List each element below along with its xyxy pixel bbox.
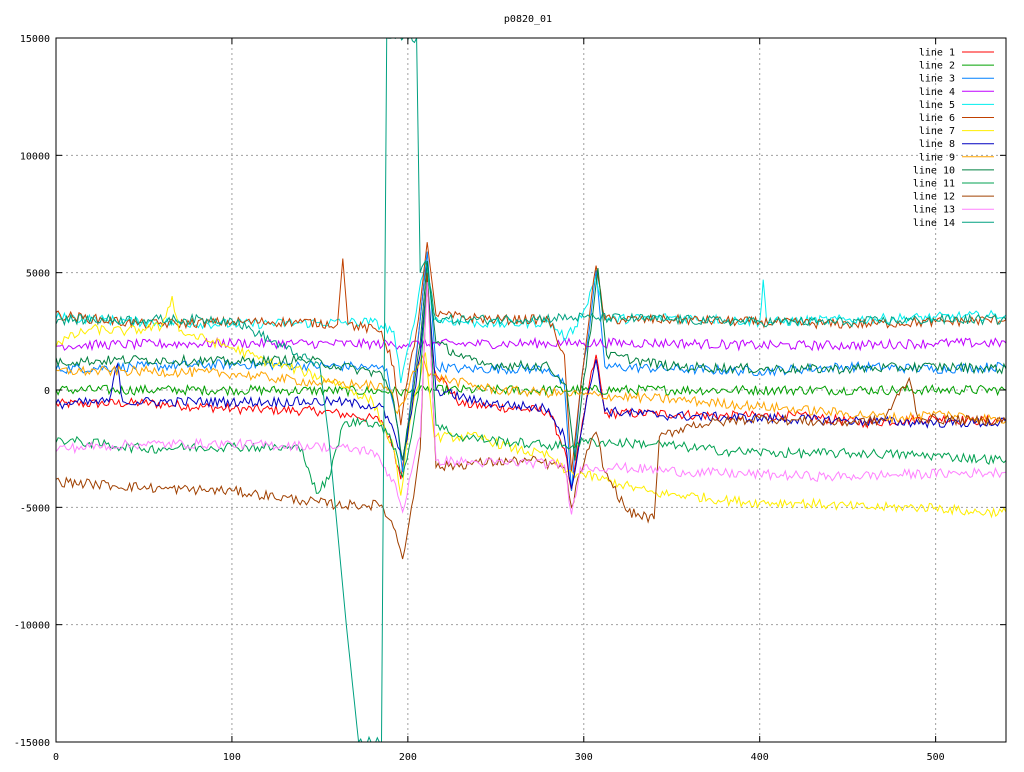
legend-label: line 14	[913, 218, 955, 229]
legend-label: line 9	[919, 152, 955, 163]
legend-label: line 2	[919, 61, 955, 72]
legend-label: line 5	[919, 100, 955, 111]
legend: line 1 line 2 line 3 line 4 line 5 line 6 line…	[913, 48, 994, 229]
x-axis: 0 100 200 300 400 500	[53, 38, 945, 763]
legend-label: line 10	[913, 165, 955, 176]
y-tick-label: 15000	[20, 34, 50, 45]
legend-label: line 1	[919, 48, 955, 59]
y-tick-label: 0	[44, 386, 50, 397]
x-tick-label: 300	[575, 752, 593, 763]
x-tick-label: 100	[223, 752, 241, 763]
series-line-10	[56, 260, 1006, 461]
y-axis: -15000 -10000 -5000 0 5000 10000 15000	[14, 34, 1006, 749]
legend-label: line 12	[913, 192, 955, 203]
x-tick-label: 200	[399, 752, 417, 763]
y-tick-label: 10000	[20, 151, 50, 162]
legend-label: line 11	[913, 179, 955, 190]
series-line-12	[56, 272, 1006, 560]
legend-label: line 6	[919, 113, 955, 124]
series-line-9	[56, 353, 1006, 425]
series-line-1	[56, 267, 1006, 491]
x-tick-label: 400	[751, 752, 769, 763]
legend-label: line 3	[919, 74, 955, 85]
x-tick-label: 500	[927, 752, 945, 763]
series-line-14	[56, 38, 1006, 742]
chart-title: p0820_01	[504, 14, 552, 25]
legend-label: line 4	[919, 87, 955, 98]
legend-label: line 8	[919, 139, 955, 150]
series-line-5	[56, 260, 1006, 384]
series-line-13	[56, 282, 1006, 515]
y-tick-label: -10000	[14, 621, 50, 632]
series-line-7	[56, 296, 1006, 519]
series-line-11	[56, 272, 1006, 494]
series-line-6	[56, 242, 1006, 473]
y-tick-label: 5000	[26, 269, 50, 280]
series-layer	[56, 38, 1006, 742]
series-line-8	[56, 277, 1006, 489]
y-tick-label: -5000	[20, 503, 50, 514]
legend-label: line 13	[913, 205, 955, 216]
legend-label: line 7	[919, 126, 955, 137]
x-tick-label: 0	[53, 752, 59, 763]
series-line-4	[56, 336, 1006, 352]
series-line-2	[56, 383, 1006, 398]
y-tick-label: -15000	[14, 738, 50, 749]
